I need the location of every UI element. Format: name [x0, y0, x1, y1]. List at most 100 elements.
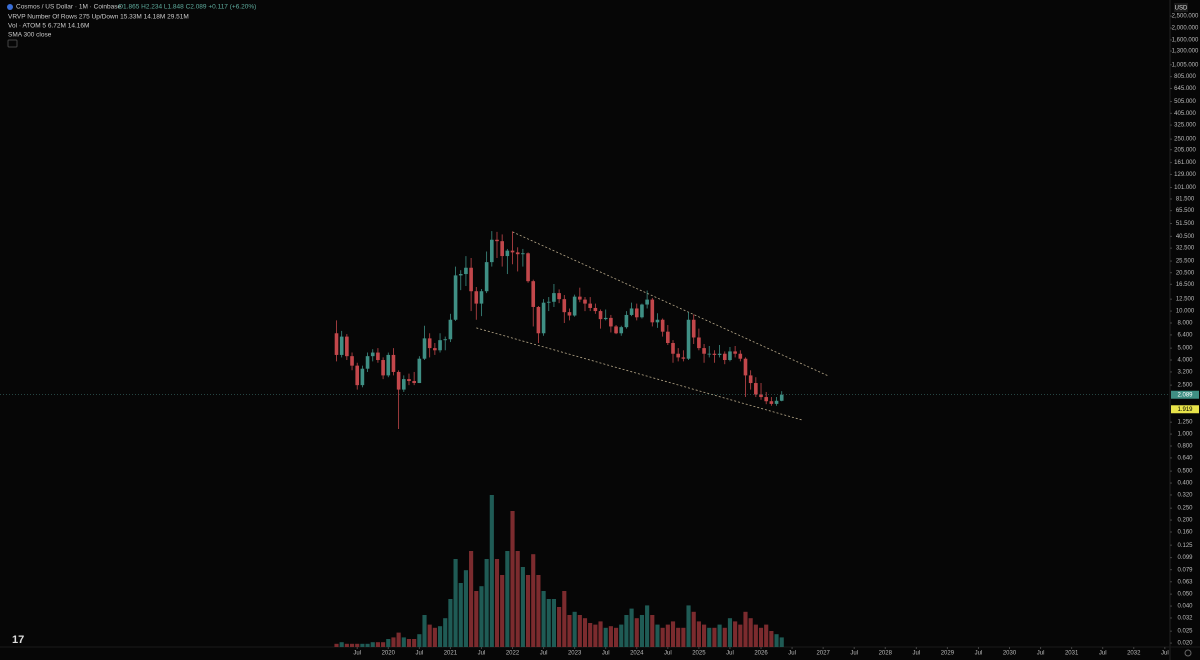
candle-body — [717, 353, 722, 355]
y-tick-label: 32.500 — [1176, 246, 1195, 252]
volume-bar — [753, 624, 758, 647]
candle-body — [464, 267, 468, 275]
volume-bar — [412, 639, 417, 647]
x-tick-label: Jul — [1161, 651, 1169, 657]
x-tick-label: 2028 — [879, 651, 893, 657]
ohlc-legend: O1.865 H2.234 L1.848 C2.089 +0.117 (+6.2… — [118, 4, 256, 11]
x-tick-label: Jul — [726, 651, 734, 657]
currency-label: USD — [1175, 6, 1188, 12]
candle-body — [391, 354, 396, 372]
indicator-legend: Vol · ATOM 5 6.72M 14.16M — [8, 23, 89, 30]
y-tick-label: 1,005.000 — [1172, 62, 1199, 68]
y-tick-label: 2,500.000 — [1172, 14, 1199, 20]
y-tick-label: 0.800 — [1177, 444, 1193, 450]
volume-bar — [525, 575, 531, 647]
candle-body — [557, 293, 561, 300]
candle-body — [339, 336, 344, 355]
volume-bar — [500, 575, 505, 647]
volume-bar — [417, 634, 422, 647]
y-tick-label: 2,000.000 — [1172, 26, 1199, 32]
y-tick-label: 505.000 — [1174, 99, 1196, 105]
y-tick-label: 1,300.000 — [1172, 49, 1199, 55]
y-tick-label: 0.400 — [1177, 481, 1193, 487]
candle-body — [381, 360, 385, 376]
volume-bar — [676, 627, 681, 647]
candle-body — [660, 319, 665, 332]
y-tick-label: 0.079 — [1177, 567, 1193, 573]
volume-bar — [707, 627, 712, 647]
volume-bar — [396, 632, 401, 647]
y-tick-label: 805.000 — [1174, 74, 1196, 80]
candle-body — [521, 253, 525, 255]
currency-box[interactable] — [1174, 3, 1188, 12]
x-tick-label: 2029 — [941, 651, 955, 657]
candle-body — [386, 354, 391, 376]
y-tick-label: 1.000 — [1177, 432, 1193, 438]
candle-body — [583, 299, 587, 304]
y-tick-label: 4.000 — [1177, 358, 1193, 364]
volume-bar — [541, 591, 546, 647]
y-tick-label: 16.500 — [1176, 282, 1195, 288]
candle-body — [370, 352, 375, 357]
candle-body — [479, 291, 484, 304]
candle-body — [774, 400, 779, 404]
candle-body — [376, 352, 380, 361]
candle-body — [536, 306, 541, 334]
y-tick-label: 0.099 — [1177, 555, 1193, 561]
candle-body — [671, 343, 675, 354]
candle-body — [588, 303, 592, 308]
volume-bar — [562, 591, 567, 647]
candle-body — [417, 358, 422, 384]
volume-bar — [764, 624, 769, 647]
x-tick-label: Jul — [1099, 651, 1107, 657]
volume-bar — [588, 623, 593, 647]
x-tick-label: Jul — [1037, 651, 1045, 657]
x-tick-label: Jul — [416, 651, 424, 657]
y-tick-label: 6.400 — [1177, 332, 1193, 338]
volume-bar — [774, 634, 779, 647]
volume-bar — [567, 615, 572, 647]
y-tick-label: 205.000 — [1174, 147, 1196, 153]
y-tick-label: 12.500 — [1176, 297, 1195, 303]
candle-body — [546, 301, 551, 303]
volume-bar — [660, 627, 665, 647]
volume-bar — [624, 615, 629, 647]
x-tick-label: Jul — [788, 651, 796, 657]
volume-bar — [432, 627, 437, 647]
volume-bar — [686, 605, 691, 647]
candle-body — [691, 319, 696, 338]
y-tick-label: 0.125 — [1177, 543, 1193, 549]
x-tick-label: 2022 — [506, 651, 520, 657]
candle-body — [748, 375, 753, 384]
x-tick-label: 2032 — [1127, 651, 1141, 657]
volume-bar — [443, 618, 448, 647]
candle-body — [578, 296, 582, 300]
volume-bar — [681, 627, 686, 647]
volume-bar — [593, 624, 598, 647]
candle-body — [345, 336, 349, 357]
candle-body — [360, 368, 365, 386]
settings-button[interactable] — [1184, 649, 1192, 657]
candle-body — [603, 317, 608, 320]
candle-body — [779, 394, 784, 401]
candle-body — [515, 252, 520, 255]
collapse-button[interactable] — [7, 39, 18, 48]
volume-bar — [386, 639, 391, 647]
candle-body — [396, 371, 401, 390]
candle-body — [634, 308, 639, 318]
y-tick-label: 0.320 — [1177, 493, 1193, 499]
y-tick-label: 325.000 — [1174, 123, 1196, 129]
y-tick-label: 0.032 — [1177, 616, 1193, 622]
candle-body — [707, 353, 712, 355]
volume-bar — [769, 631, 774, 647]
candle-body — [567, 312, 572, 316]
volume-bar — [634, 618, 639, 647]
y-tick-label: 3.200 — [1177, 370, 1193, 376]
volume-bar — [531, 554, 536, 647]
volume-bar — [344, 643, 349, 647]
y-tick-label: 0.040 — [1177, 604, 1193, 610]
candle-body — [412, 381, 416, 384]
y-tick-label: 0.500 — [1177, 469, 1193, 475]
y-tick-label: 0.640 — [1177, 456, 1193, 462]
candle-body — [552, 293, 556, 302]
